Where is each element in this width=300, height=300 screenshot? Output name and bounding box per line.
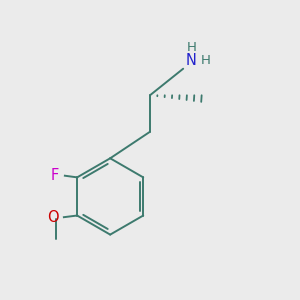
Text: F: F bbox=[51, 168, 59, 183]
Text: H: H bbox=[187, 41, 196, 54]
Text: N: N bbox=[186, 53, 197, 68]
Text: O: O bbox=[47, 210, 59, 225]
Text: H: H bbox=[201, 54, 211, 67]
